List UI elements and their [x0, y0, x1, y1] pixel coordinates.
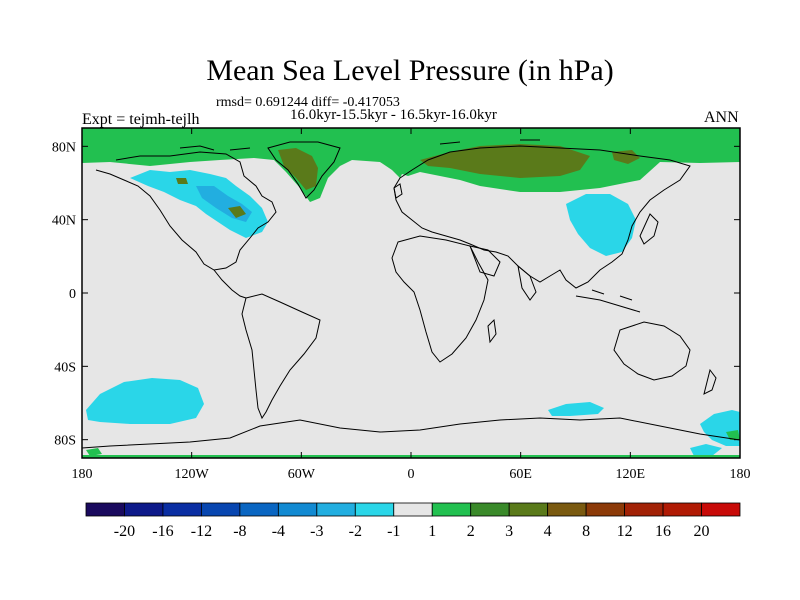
- colorbar-swatch: [547, 502, 587, 517]
- lat-tick-label: 40S: [54, 360, 76, 375]
- colorbar-label: -2: [349, 523, 362, 540]
- lat-tick-label: 80S: [54, 434, 76, 449]
- lon-tick-label: 120E: [616, 467, 646, 482]
- map-title: Mean Sea Level Pressure (in hPa): [206, 54, 614, 87]
- coastline-greenland: [267, 141, 341, 199]
- map-panel: [81, 127, 741, 459]
- colorbar-label: 16: [655, 523, 671, 540]
- north-asia-positive-core: [420, 144, 590, 178]
- colorbar-swatch: [239, 502, 279, 517]
- colorbar-swatch: [585, 502, 625, 517]
- coastline-indonesia: [575, 289, 641, 313]
- coastline-south-america: [241, 293, 321, 420]
- coastline-japan: [639, 213, 659, 245]
- east-asia-negative-region: [566, 194, 636, 256]
- colorbar-swatch: [124, 502, 164, 517]
- coastline-new-zealand: [703, 368, 717, 395]
- colorbar-label: 3: [505, 523, 513, 540]
- lon-tick-label: 0: [408, 467, 415, 482]
- lon-tick-label: 60W: [288, 467, 316, 482]
- colorbar-swatch: [316, 502, 356, 517]
- lat-tick-label: 40N: [52, 214, 76, 229]
- colorbar-swatch: [162, 502, 202, 517]
- coastline-uk: [393, 183, 403, 199]
- colorbar-swatch: [431, 502, 472, 517]
- lon-tick-label: 120W: [175, 467, 210, 482]
- coastline-central-america: [213, 269, 247, 299]
- north-america-positive-spot-2: [176, 178, 188, 184]
- colorbar-label: 20: [694, 523, 710, 540]
- longitude-axis: 180 120W 60W 0 60E 120E 180: [72, 128, 751, 482]
- lon-tick-label: 180: [72, 467, 93, 482]
- coastline-arctic-islands: [179, 139, 540, 151]
- antarctic-positive-spot-2: [726, 430, 740, 440]
- colorbar-swatch: [354, 502, 395, 517]
- coastline-australia: [613, 321, 691, 381]
- lat-tick-label: 0: [69, 287, 76, 302]
- coastline-madagascar: [487, 318, 497, 344]
- colorbar-label: -16: [152, 523, 173, 540]
- colorbar-swatch: [662, 502, 702, 517]
- colorbar-label: 12: [617, 523, 633, 540]
- antarctic-positive-spot-1: [86, 448, 102, 456]
- colorbar-swatch: [508, 502, 549, 517]
- colorbar-swatch: [85, 502, 125, 517]
- coastline-antarctica: [81, 417, 741, 449]
- coastline-arabia: [469, 245, 501, 277]
- colorbar-label: -3: [310, 523, 323, 540]
- colorbar-label: 2: [467, 523, 475, 540]
- south-pacific-negative-region: [86, 378, 204, 424]
- lon-tick-label: 180: [730, 467, 751, 482]
- colorbar-label: -8: [233, 523, 246, 540]
- colorbar-swatch: [701, 502, 741, 517]
- north-america-negative-region: [130, 170, 268, 238]
- colorbar-label: 4: [544, 523, 552, 540]
- north-america-positive-spot-1: [228, 206, 246, 218]
- colorbar-swatch: [201, 502, 241, 517]
- season-label: ANN: [704, 109, 739, 126]
- greenland-positive-core: [278, 148, 318, 190]
- southern-ocean-negative-region-1: [548, 402, 604, 416]
- colorbar-swatch: [393, 502, 433, 517]
- lat-tick-label: 80N: [52, 140, 76, 155]
- colorbar-swatch: [277, 502, 318, 517]
- latitude-axis: 80N 40N 0 40S 80S: [52, 140, 740, 449]
- arctic-positive-region: [82, 128, 740, 202]
- coastline-eurasia: [393, 145, 691, 289]
- east-siberia-positive-spot: [612, 150, 640, 164]
- colorbar-swatch: [624, 502, 664, 517]
- antarctic-negative-region: [690, 444, 722, 456]
- coastlines: [81, 139, 741, 449]
- colorbar-label: -4: [272, 523, 285, 540]
- coastline-india: [517, 264, 537, 301]
- colorbar-label: -1: [387, 523, 400, 540]
- period-line: 16.0kyr-15.5kyr - 16.5kyr-16.0kyr: [290, 107, 497, 123]
- colorbar-label: -12: [191, 523, 212, 540]
- lon-tick-label: 60E: [509, 467, 532, 482]
- colorbar-label: -20: [114, 523, 135, 540]
- colorbar: -20 -16 -12 -8 -4 -3 -2 -1 1 2 3 4 8 12 16 20: [85, 502, 741, 540]
- stats-line: rmsd= 0.691244 diff= -0.417053: [216, 95, 400, 110]
- coastline-north-america: [95, 151, 277, 271]
- colorbar-swatch: [470, 502, 510, 517]
- experiment-label: Expt = tejmh-tejlh: [82, 111, 200, 128]
- colorbar-label: 1: [428, 523, 436, 540]
- colorbar-label: 8: [582, 523, 590, 540]
